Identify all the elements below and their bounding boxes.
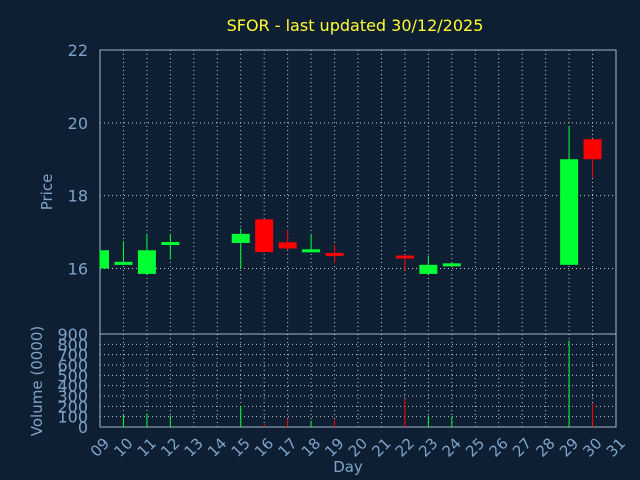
day-tick-label: 28 (532, 434, 558, 460)
day-tick-label: 11 (134, 434, 160, 460)
day-tick-label: 17 (274, 434, 300, 460)
day-tick-label: 10 (110, 434, 136, 460)
candle-body (583, 139, 602, 160)
price-panel-frame (99, 49, 617, 335)
candle-body (100, 250, 109, 269)
candle-body (442, 263, 461, 267)
candle-9 (99, 250, 109, 269)
day-tick-label: 14 (204, 434, 230, 460)
candle-30 (583, 139, 602, 178)
candle-body (231, 233, 250, 243)
day-tick-label: 30 (579, 434, 605, 460)
volume-tick-label: 700 (57, 346, 88, 365)
candle-body (161, 242, 180, 246)
volume-gridlines (100, 334, 616, 427)
day-axis: 0910111213141516171819202122232425262728… (87, 434, 629, 460)
price-tick-label: 20 (68, 114, 88, 133)
candle-body (137, 250, 156, 274)
candle-24 (442, 263, 461, 267)
price-tick-label: 16 (68, 259, 88, 278)
price-axis-label: Price (38, 174, 56, 211)
day-tick-label: 25 (462, 434, 488, 460)
candle-12 (161, 233, 180, 260)
candle-body (278, 242, 297, 249)
day-tick-label: 18 (298, 434, 324, 460)
candle-body (419, 264, 438, 274)
day-tick-label: 15 (228, 434, 254, 460)
volume-tick-label: 200 (57, 397, 88, 416)
day-tick-label: 13 (181, 434, 207, 460)
volume-tick-label: 300 (57, 387, 88, 406)
day-tick-label: 23 (415, 434, 441, 460)
candle-19 (325, 244, 344, 263)
day-tick-label: 24 (439, 434, 465, 460)
day-tick-label: 19 (321, 434, 347, 460)
volume-tick-label: 500 (57, 366, 88, 385)
volume-bars (122, 340, 594, 427)
volume-tick-label: 400 (57, 377, 88, 396)
candle-11 (137, 233, 156, 274)
day-tick-label: 12 (157, 434, 183, 460)
candle-23 (419, 255, 438, 274)
candle-18 (302, 233, 321, 253)
volume-panel-frame (99, 333, 617, 428)
chart-title: SFOR - last updated 30/12/2025 (227, 16, 484, 35)
volume-axis-label: Volume (0000) (28, 326, 46, 436)
price-tick-label: 18 (68, 187, 88, 206)
price-axis: 16 18 20 22 (68, 41, 88, 278)
candle-22 (395, 255, 414, 271)
candle-29 (560, 126, 579, 265)
day-tick-label: 22 (392, 434, 418, 460)
day-axis-label: Day (333, 458, 363, 476)
price-gridlines (100, 50, 616, 334)
candle-15 (231, 228, 250, 269)
day-tick-label: 26 (486, 434, 512, 460)
candlesticks (99, 126, 602, 274)
candle-body (395, 255, 414, 259)
volume-tick-label: 100 (57, 408, 88, 427)
candle-17 (278, 230, 297, 251)
volume-tick-label: 900 (57, 325, 88, 344)
day-tick-label: 20 (345, 434, 371, 460)
candle-body (255, 219, 274, 253)
day-tick-label: 27 (509, 434, 535, 460)
candle-body (560, 159, 579, 265)
price-tick-label: 22 (68, 41, 88, 60)
day-tick-label: 29 (556, 434, 582, 460)
day-tick-label: 31 (603, 434, 629, 460)
day-tick-label: 16 (251, 434, 277, 460)
volume-tick-label: 0 (78, 418, 88, 437)
candle-body (302, 249, 321, 253)
candle-body (325, 252, 344, 256)
day-tick-label: 21 (368, 434, 394, 460)
day-tick-label: 09 (87, 434, 113, 460)
volume-tick-label: 800 (57, 335, 88, 354)
volume-tick-label: 600 (57, 356, 88, 375)
candle-10 (114, 241, 133, 265)
candle-body (114, 261, 133, 265)
candle-16 (255, 219, 274, 253)
